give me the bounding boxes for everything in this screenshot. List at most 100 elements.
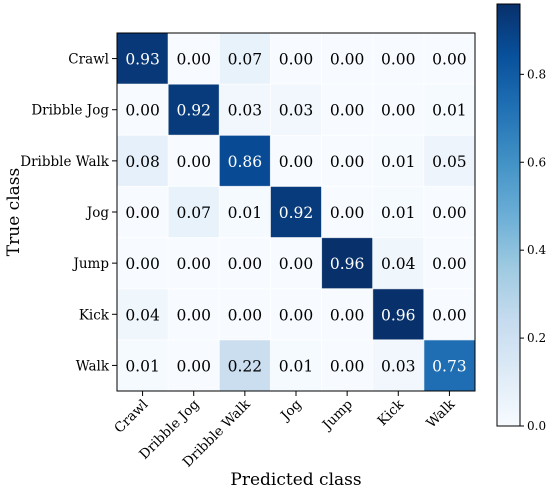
heatmap-cell: [321, 288, 373, 340]
cell-value-label: 0.00: [330, 204, 365, 222]
y-axis-label: True class: [4, 168, 24, 256]
cell-value-label: 0.00: [330, 51, 365, 69]
cell-value-label: 0.07: [176, 204, 211, 222]
heatmap-cell: [270, 135, 322, 187]
cell-value-label: 0.00: [279, 255, 314, 273]
heatmap-cell: [372, 135, 424, 187]
x-tick-label: Crawl: [111, 397, 151, 437]
cell-value-label: 0.01: [381, 153, 416, 171]
heatmap-cell: [168, 288, 220, 340]
heatmap-cell: [219, 135, 271, 187]
cell-value-label: 0.00: [330, 102, 365, 120]
heatmap-cell: [168, 186, 220, 238]
cell-value-label: 0.01: [228, 204, 263, 222]
heatmap-cell: [372, 237, 424, 289]
cell-value-label: 0.07: [228, 51, 263, 69]
colorbar-tick-label: 0.4: [527, 243, 546, 257]
heatmap-cell: [117, 33, 169, 85]
cell-value-label: 0.05: [432, 153, 467, 171]
cell-value-label: 0.00: [125, 102, 160, 120]
heatmap-cell: [372, 288, 424, 340]
cell-value-label: 0.01: [381, 204, 416, 222]
colorbar: 0.0 0.2 0.4 0.6 0.8: [496, 3, 546, 433]
cell-value-label: 0.00: [176, 51, 211, 69]
heatmap-cell: [270, 84, 322, 136]
heatmap-cell: [270, 33, 322, 85]
heatmap-cell: [423, 135, 475, 187]
cell-value-label: 0.00: [279, 153, 314, 171]
y-tick-label: Dribble Jog: [31, 103, 109, 119]
heatmap-cell: [168, 135, 220, 187]
heatmap-cell: [423, 288, 475, 340]
heatmap-cell: [423, 33, 475, 85]
heatmap-cell: [372, 339, 424, 391]
heatmap-cell: [321, 33, 373, 85]
heatmap-cell: [321, 237, 373, 289]
cell-value-label: 0.73: [432, 357, 467, 375]
heatmap-cell: [270, 186, 322, 238]
heatmap-cell: [117, 288, 169, 340]
cell-value-label: 0.96: [330, 255, 365, 273]
cell-value-label: 0.03: [381, 357, 416, 375]
heatmap-cell: [372, 33, 424, 85]
heatmap-cell: [219, 33, 271, 85]
cell-value-label: 0.92: [279, 204, 314, 222]
cell-value-label: 0.00: [432, 51, 467, 69]
heatmap-cell: [321, 135, 373, 187]
heatmap-cell: [117, 186, 169, 238]
heatmap-cell: [117, 339, 169, 391]
colorbar-tick-label: 0.2: [527, 331, 546, 345]
cell-value-label: 0.00: [176, 357, 211, 375]
cell-value-label: 0.86: [228, 153, 263, 171]
heatmap-cell: [321, 339, 373, 391]
x-tick-label: Jog: [276, 396, 305, 425]
cell-value-label: 0.00: [330, 306, 365, 324]
y-tick-label: Jog: [85, 205, 110, 221]
heatmap-cell: [423, 84, 475, 136]
cell-value-label: 0.04: [381, 255, 416, 273]
y-tick-label: Dribble Walk: [20, 154, 110, 170]
heatmap-cell: [423, 339, 475, 391]
y-axis-ticks: Crawl Dribble Jog Dribble Walk Jog Jump Kick W…: [20, 52, 117, 374]
cell-value-label: 0.00: [176, 153, 211, 171]
x-tick-label: Kick: [374, 396, 407, 429]
cell-value-label: 0.00: [432, 204, 467, 222]
cell-value-label: 0.96: [381, 306, 416, 324]
cell-value-label: 0.00: [330, 153, 365, 171]
heatmap-cell: [372, 84, 424, 136]
heatmap-value-labels: 0.93 0.00 0.07 0.00 0.00 0.00 0.00 0.00 0.92 0.03…: [125, 51, 466, 376]
heatmap-cell: [168, 237, 220, 289]
cell-value-label: 0.00: [381, 102, 416, 120]
colorbar-tick-label: 0.8: [527, 67, 546, 81]
heatmap-cell: [117, 84, 169, 136]
heatmap-cell: [321, 186, 373, 238]
colorbar-gradient: [496, 3, 521, 427]
cell-value-label: 0.00: [125, 204, 160, 222]
heatmap-cell: [219, 186, 271, 238]
colorbar-tick-label: 0.6: [527, 155, 546, 169]
cell-value-label: 0.08: [125, 153, 160, 171]
cell-value-label: 0.92: [176, 102, 211, 120]
heatmap-cell: [372, 186, 424, 238]
cell-value-label: 0.00: [125, 255, 160, 273]
heatmap-cell: [270, 339, 322, 391]
cell-value-label: 0.00: [228, 255, 263, 273]
cell-value-label: 0.00: [176, 306, 211, 324]
heatmap-cell: [168, 339, 220, 391]
colorbar-tick-label: 0.0: [527, 419, 546, 433]
heatmap-cell: [168, 84, 220, 136]
cell-value-label: 0.01: [125, 357, 160, 375]
cell-value-label: 0.00: [279, 306, 314, 324]
cell-value-label: 0.01: [279, 357, 314, 375]
heatmap-cell: [219, 84, 271, 136]
heatmap-cell: [219, 339, 271, 391]
y-tick-label: Walk: [76, 358, 110, 374]
heatmap-cell: [423, 237, 475, 289]
heatmap-cell: [219, 288, 271, 340]
heatmap-cells: [117, 33, 475, 391]
cell-value-label: 0.04: [125, 306, 160, 324]
heatmap-cell: [168, 33, 220, 85]
